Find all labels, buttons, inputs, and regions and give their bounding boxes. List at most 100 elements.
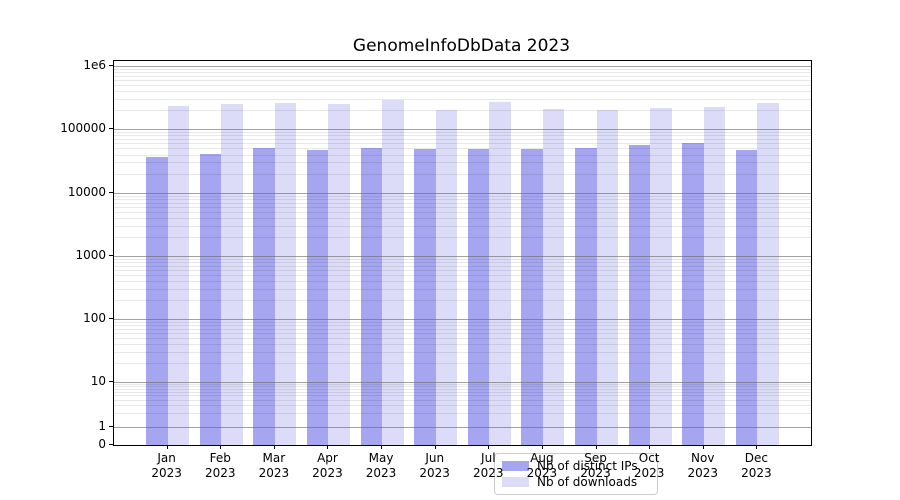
gridline-major bbox=[114, 382, 811, 383]
gridline-major bbox=[114, 192, 811, 194]
bar-downloads-oct-2023 bbox=[650, 107, 672, 445]
y-tick-label: 1e6 bbox=[83, 58, 106, 73]
gridline-major bbox=[114, 256, 811, 257]
gridline-minor bbox=[114, 265, 811, 267]
gridline-minor bbox=[114, 202, 811, 204]
x-tick-mark bbox=[381, 445, 383, 449]
gridline-minor bbox=[114, 399, 811, 401]
bar-distinct-ips-dec-2023 bbox=[735, 150, 758, 445]
gridline-minor bbox=[114, 91, 811, 93]
bar-downloads-apr-2023 bbox=[328, 104, 350, 445]
bar-distinct-ips-apr-2023 bbox=[307, 150, 329, 445]
gridline-minor bbox=[114, 206, 811, 208]
gridline-minor bbox=[114, 388, 811, 390]
bar-downloads-nov-2023 bbox=[703, 106, 726, 445]
gridline-minor bbox=[114, 80, 811, 82]
gridline-minor bbox=[114, 72, 811, 74]
gridline-minor bbox=[114, 343, 811, 345]
bar-downloads-jul-2023 bbox=[489, 102, 511, 445]
bar-distinct-ips-aug-2023 bbox=[521, 148, 543, 445]
y-tick-mark bbox=[109, 317, 113, 319]
y-tick-label: 100000 bbox=[60, 121, 106, 136]
x-tick-mark bbox=[756, 445, 758, 449]
gridline-minor bbox=[114, 391, 811, 393]
x-tick-label: Sep 2023 bbox=[580, 451, 611, 480]
x-tick-mark bbox=[649, 445, 651, 449]
gridline-minor bbox=[114, 384, 811, 386]
y-tick-mark bbox=[109, 444, 113, 445]
y-tick-label: 1 bbox=[98, 418, 106, 433]
legend-swatch-distinct-ips bbox=[502, 461, 529, 471]
gridline-minor bbox=[114, 148, 811, 150]
y-tick-label: 1000 bbox=[75, 248, 106, 262]
legend-label-downloads: Nb of downloads bbox=[537, 475, 638, 489]
gridline-minor bbox=[114, 413, 811, 415]
gridline-minor bbox=[114, 139, 811, 141]
y-tick-mark bbox=[109, 191, 113, 193]
gridline-minor bbox=[114, 395, 811, 397]
gridline-minor bbox=[114, 321, 811, 323]
x-tick-mark bbox=[488, 445, 490, 449]
y-tick-mark bbox=[109, 65, 113, 67]
x-tick-mark bbox=[434, 445, 436, 449]
gridline-minor bbox=[114, 110, 811, 112]
x-tick-label: Jul 2023 bbox=[473, 451, 504, 480]
x-tick-mark bbox=[166, 445, 168, 449]
gridline-minor bbox=[114, 262, 811, 264]
gridline-minor bbox=[114, 337, 811, 339]
x-tick-label: Dec 2023 bbox=[741, 451, 772, 480]
gridline-minor bbox=[114, 351, 811, 353]
gridline-minor bbox=[114, 405, 811, 407]
gridline-minor bbox=[114, 154, 811, 156]
y-tick-mark bbox=[109, 425, 113, 427]
x-tick-label: Mar 2023 bbox=[258, 451, 290, 480]
gridline-minor bbox=[114, 195, 811, 197]
gridline-major bbox=[114, 318, 811, 320]
gridline-minor bbox=[114, 135, 811, 137]
plot-area: Nb of distinct IPs Nb of downloads bbox=[113, 60, 812, 495]
gridline-minor bbox=[114, 258, 811, 260]
gridline-minor bbox=[114, 132, 811, 134]
bar-downloads-jan-2023 bbox=[167, 105, 190, 445]
legend-item-downloads: Nb of downloads bbox=[502, 475, 649, 489]
bar-distinct-ips-jun-2023 bbox=[414, 148, 436, 445]
gridline-minor bbox=[114, 99, 811, 101]
legend: Nb of distinct IPs Nb of downloads bbox=[494, 453, 658, 495]
y-tick-mark bbox=[109, 255, 113, 256]
y-tick-label: 0 bbox=[98, 437, 106, 451]
gridline-minor bbox=[114, 173, 811, 175]
gridline-minor bbox=[114, 162, 811, 164]
bar-distinct-ips-nov-2023 bbox=[682, 142, 704, 445]
gridline-minor bbox=[114, 217, 811, 219]
gridline-minor bbox=[114, 362, 811, 364]
x-tick-label: May 2023 bbox=[365, 451, 397, 480]
gridline-minor bbox=[114, 68, 811, 70]
x-tick-label: Jun 2023 bbox=[419, 451, 450, 480]
gridline-major bbox=[114, 129, 811, 131]
y-tick-label: 10 bbox=[90, 374, 106, 388]
x-tick-label: Aug 2023 bbox=[526, 451, 558, 480]
legend-swatch-downloads bbox=[502, 477, 529, 487]
gridline-minor bbox=[114, 75, 811, 77]
gridline-minor bbox=[114, 288, 811, 290]
gridline-major bbox=[114, 426, 811, 428]
gridline-minor bbox=[114, 143, 811, 145]
plot-canvas bbox=[114, 61, 811, 445]
bar-downloads-feb-2023 bbox=[221, 104, 243, 445]
bar-distinct-ips-sep-2023 bbox=[575, 147, 597, 445]
gridline-minor bbox=[114, 299, 811, 301]
x-tick-mark bbox=[327, 445, 329, 449]
y-tick-label: 10000 bbox=[67, 184, 106, 199]
x-tick-mark bbox=[220, 445, 222, 449]
x-tick-mark bbox=[595, 445, 597, 449]
gridline-minor bbox=[114, 269, 811, 271]
bar-downloads-jun-2023 bbox=[435, 110, 458, 445]
y-tick-mark bbox=[109, 128, 113, 130]
legend-item-distinct-ips: Nb of distinct IPs bbox=[502, 459, 649, 473]
bar-downloads-may-2023 bbox=[382, 99, 404, 445]
x-tick-mark bbox=[541, 445, 543, 449]
gridline-minor bbox=[114, 332, 811, 334]
bar-downloads-dec-2023 bbox=[757, 103, 779, 445]
chart-title: GenomeInfoDbData 2023 bbox=[352, 36, 571, 56]
x-tick-label: Jan 2023 bbox=[151, 451, 182, 480]
